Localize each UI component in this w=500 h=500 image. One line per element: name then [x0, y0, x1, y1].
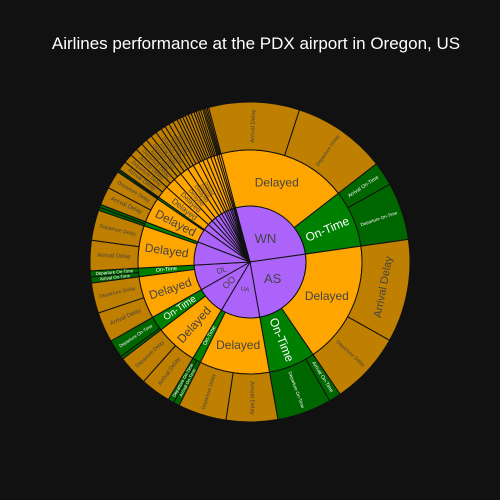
chart-title: Airlines performance at the PDX airport …	[51, 34, 461, 53]
airline-ua-delayed-arrival-delay-sector[interactable]	[225, 371, 279, 423]
airline-unnamed-delayed-departure-delay-sector[interactable]	[206, 106, 222, 155]
airline-wn-delayed-arrival-delay-sector[interactable]	[207, 101, 301, 157]
